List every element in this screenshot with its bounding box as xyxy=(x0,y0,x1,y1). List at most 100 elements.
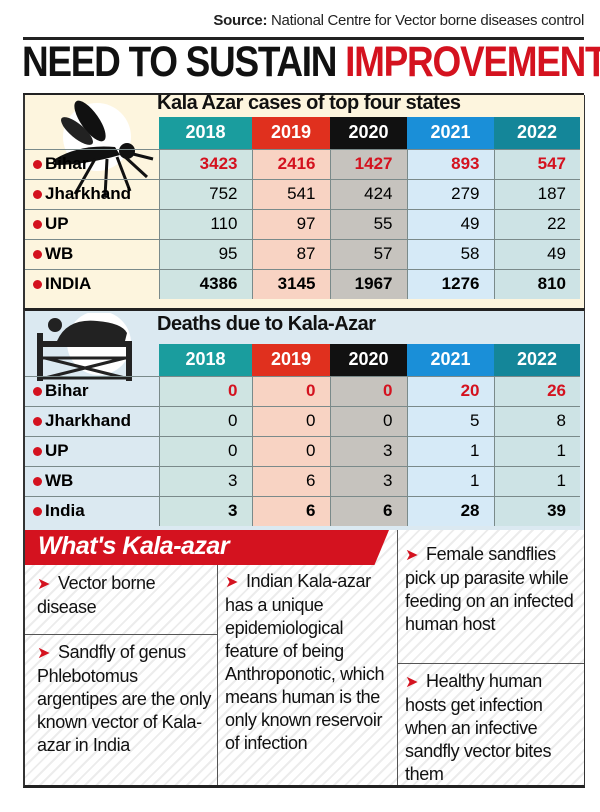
value-cell: 424 xyxy=(329,178,407,209)
value-cell: 0 xyxy=(329,375,407,406)
table-row: Bihar 3423 2416 1427 893 547 xyxy=(25,148,580,179)
row-label-text: UP xyxy=(45,214,69,233)
bullet-dot-icon xyxy=(33,190,42,199)
row-label-text: Bihar xyxy=(45,154,89,173)
year-header: 2019 xyxy=(252,344,330,376)
table-row: WB 3 6 3 1 1 xyxy=(25,465,580,496)
bullet-dot-icon xyxy=(33,160,42,169)
value-cell: 2416 xyxy=(251,148,330,179)
year-header: 2019 xyxy=(252,117,330,149)
row-label: Bihar xyxy=(25,148,159,179)
value-cell: 1 xyxy=(406,465,494,496)
value-cell: 541 xyxy=(251,178,330,209)
year-header: 2022 xyxy=(494,344,580,376)
headline-red: IMPROVEMENT xyxy=(345,38,600,86)
row-label: India xyxy=(25,495,159,526)
divider xyxy=(397,663,584,664)
fact-text: Sandfly of genus Phlebotomus argentipes … xyxy=(37,642,211,755)
source-label: Source: xyxy=(213,12,268,29)
value-cell: 810 xyxy=(493,268,580,299)
row-label-text: Jharkhand xyxy=(45,184,131,203)
value-cell: 752 xyxy=(158,178,252,209)
bullet-dot-icon xyxy=(33,250,42,259)
fact-text: Female sandflies pick up parasite while … xyxy=(405,544,574,634)
table-row: India 3 6 6 28 39 xyxy=(25,495,580,526)
value-cell: 893 xyxy=(406,148,494,179)
divider xyxy=(23,93,584,96)
year-header: 2018 xyxy=(159,117,252,149)
row-label-text: WB xyxy=(45,471,74,490)
value-cell: 0 xyxy=(158,405,252,436)
value-cell: 4386 xyxy=(158,268,252,299)
value-cell: 95 xyxy=(158,238,252,269)
table-row: Jharkhand 0 0 0 5 8 xyxy=(25,405,580,436)
value-cell: 49 xyxy=(493,238,580,269)
table-row: Jharkhand 752 541 424 279 187 xyxy=(25,178,580,209)
value-cell: 3 xyxy=(329,435,407,466)
fact-text: Healthy human hosts get infection when a… xyxy=(405,671,552,784)
table-row: UP 0 0 3 1 1 xyxy=(25,435,580,466)
facts-panel: What's Kala-azar ➤ Vector borne disease ➤… xyxy=(23,530,585,788)
deaths-panel: Deaths due to Kala-Azar 2018 2019 2020 2021… xyxy=(23,308,585,530)
value-cell: 279 xyxy=(406,178,494,209)
divider xyxy=(397,530,398,785)
row-label: UP xyxy=(25,208,159,239)
deaths-title: Deaths due to Kala-Azar xyxy=(157,313,376,335)
value-cell: 1 xyxy=(493,465,580,496)
value-cell: 0 xyxy=(251,375,330,406)
bullet-dot-icon xyxy=(33,477,42,486)
bullet-dot-icon xyxy=(33,280,42,290)
row-label: INDIA xyxy=(25,268,159,299)
fact-item: ➤ Healthy human hosts get infection when … xyxy=(405,670,581,786)
row-label-text: Jharkhand xyxy=(45,411,131,430)
value-cell: 8 xyxy=(493,405,580,436)
value-cell: 49 xyxy=(406,208,494,239)
fact-item: ➤ Sandfly of genus Phlebotomus argentipes… xyxy=(37,641,213,757)
facts-heading: What's Kala-azar xyxy=(38,532,230,560)
value-cell: 57 xyxy=(329,238,407,269)
value-cell: 26 xyxy=(493,375,580,406)
row-label: Bihar xyxy=(25,375,159,406)
value-cell: 3 xyxy=(158,465,252,496)
value-cell: 58 xyxy=(406,238,494,269)
row-label-text: Bihar xyxy=(45,381,89,400)
headline: NEED TO SUSTAIN IMPROVEMENT xyxy=(22,38,600,87)
cases-panel: Kala Azar cases of top four states 2018 2… xyxy=(23,92,585,308)
corner-cell xyxy=(25,344,159,376)
fact-text: Indian Kala-azar has a unique epidemiolo… xyxy=(225,571,385,753)
row-label-text: WB xyxy=(45,244,74,263)
value-cell: 22 xyxy=(493,208,580,239)
divider xyxy=(25,634,217,635)
value-cell: 110 xyxy=(158,208,252,239)
arrow-bullet-icon: ➤ xyxy=(225,574,239,591)
value-cell: 1967 xyxy=(329,268,407,299)
value-cell: 0 xyxy=(251,405,330,436)
fact-item: ➤ Vector borne disease xyxy=(37,572,209,619)
source-line: Source: National Centre for Vector borne… xyxy=(213,12,584,29)
value-cell: 55 xyxy=(329,208,407,239)
arrow-bullet-icon: ➤ xyxy=(405,547,419,564)
arrow-bullet-icon: ➤ xyxy=(37,576,51,593)
fact-item: ➤ Indian Kala-azar has a unique epidemiol… xyxy=(225,570,393,755)
value-cell: 20 xyxy=(406,375,494,406)
value-cell: 3 xyxy=(329,465,407,496)
value-cell: 1427 xyxy=(329,148,407,179)
value-cell: 6 xyxy=(329,495,407,526)
value-cell: 3 xyxy=(158,495,252,526)
fact-text: Vector borne disease xyxy=(37,573,156,617)
value-cell: 3423 xyxy=(158,148,252,179)
value-cell: 1 xyxy=(406,435,494,466)
row-label-text: INDIA xyxy=(45,274,92,294)
headline-black: NEED TO SUSTAIN xyxy=(22,38,337,86)
cases-title: Kala Azar cases of top four states xyxy=(157,92,461,114)
value-cell: 87 xyxy=(251,238,330,269)
value-cell: 5 xyxy=(406,405,494,436)
facts-header: What's Kala-azar xyxy=(25,530,389,565)
row-label: WB xyxy=(25,465,159,496)
table-row: INDIA 4386 3145 1967 1276 810 xyxy=(25,268,580,299)
value-cell: 3145 xyxy=(251,268,330,299)
value-cell: 0 xyxy=(158,435,252,466)
year-header: 2022 xyxy=(494,117,580,149)
year-header: 2021 xyxy=(407,344,494,376)
year-header: 2018 xyxy=(159,344,252,376)
